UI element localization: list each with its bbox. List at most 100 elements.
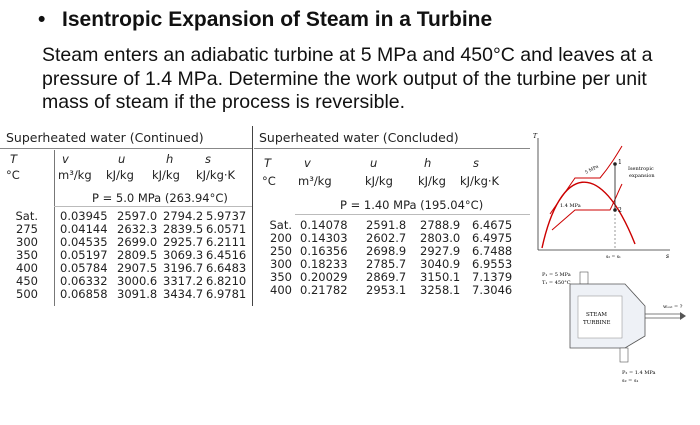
left-col-t: T [10,152,18,166]
table-cell: 3196.7 [163,261,204,275]
table-cell: 6.4675 [472,218,513,232]
table-cell: 5.9737 [206,209,247,223]
state2-point [613,208,617,212]
right-unit-s: kJ/kg·K [460,174,500,188]
table-cell: 0.20029 [300,270,348,284]
left-v-values: 0.03945 0.04144 0.04535 0.05197 0.05784 … [60,210,108,301]
left-pressure-rule [54,206,252,207]
table-cell: 300 [270,257,292,271]
table-cell: 2788.9 [420,218,461,232]
right-col-h: h [424,156,432,170]
right-s-values: 6.4675 6.4975 6.7488 6.9553 7.1379 7.304… [472,219,512,297]
table-cell: 6.6483 [206,261,247,275]
table-cell: 2698.9 [366,244,407,258]
left-temps: Sat. 275 300 350 400 450 500 [4,210,38,301]
left-unit-t: °C [6,168,20,182]
outlet-entropy-label: s₂ = s₁ [622,378,639,384]
table-cell: 3150.1 [420,270,461,284]
table-cell: 400 [16,261,38,275]
right-col-s: s [473,156,479,170]
table-divider [252,126,253,306]
table-cell: 350 [16,248,38,262]
turbine-label-2: TURBINE [583,320,611,326]
table-cell: 6.0571 [206,222,247,236]
table-cell: Sat. [269,218,292,232]
table-cell: 3000.6 [117,274,158,288]
right-v-values: 0.14078 0.14303 0.16356 0.18233 0.20029 … [300,219,348,297]
right-unit-u: kJ/kg [365,174,393,188]
turbine-diagram: T s 1 2 5 MPa 1.4 MPa s₂ = s₁ Isentropic… [533,133,686,384]
s-equal-label: s₂ = s₁ [606,255,621,260]
table-cell: 6.2111 [206,235,247,249]
left-table-header: Superheated water (Continued) [6,130,204,145]
table-cell: 350 [270,270,292,284]
table-cell: 300 [16,235,38,249]
table-cell: 6.9781 [206,287,247,301]
table-cell: 2869.7 [366,270,407,284]
table-cell: 2925.7 [163,235,204,249]
table-cell: 7.3046 [472,283,513,297]
table-cell: 3317.2 [163,274,204,288]
right-unit-h: kJ/kg [418,174,446,188]
left-col-u: u [118,152,126,166]
table-cell: 450 [16,274,38,288]
outlet-pressure-label: P₂ = 1.4 MPa [622,370,656,376]
left-u-values: 2597.0 2632.3 2699.0 2809.5 2907.5 3000.… [117,210,157,301]
table-cell: 0.06332 [60,274,108,288]
table-cell: 6.9553 [472,257,513,271]
left-header-rule [0,148,252,149]
ts-diagram: T s 1 2 5 MPa 1.4 MPa s₂ = s₁ Isentropic… [533,133,670,260]
table-cell: 2927.9 [420,244,461,258]
left-h-values: 2794.2 2839.5 2925.7 3069.3 3196.7 3317.… [163,210,203,301]
inlet-temperature-label: T₁ = 450°C [542,280,571,286]
state1-point [613,162,617,166]
right-col-u: u [370,156,378,170]
table-cell: Sat. [15,209,38,223]
expansion-note: expansion [629,173,655,179]
right-unit-v: m³/kg [298,174,332,188]
turbine-panel [577,295,623,339]
table-cell: 275 [16,222,38,236]
table-cell: 0.04144 [60,222,108,236]
inlet-pressure-label: P₁ = 5 MPa [542,272,571,278]
steam-tables: Superheated water (Continued) Superheate… [0,126,530,306]
right-col-v: v [304,156,311,170]
table-cell: 0.05197 [60,248,108,262]
table-cell: 500 [16,287,38,301]
right-temps: Sat. 200 250 300 350 400 [256,219,292,297]
outlet-pipe [619,347,629,363]
table-cell: 6.4975 [472,231,513,245]
table-cell: 3069.3 [163,248,204,262]
table-cell: 6.8210 [206,274,247,288]
saturation-dome [541,181,636,249]
isobar-high-label: 5 MPa [584,164,600,176]
left-s-values: 5.9737 6.0571 6.2111 6.4516 6.6483 6.821… [206,210,246,301]
table-cell: 7.1379 [472,270,513,284]
work-output-label: wₒᵤₜ = ? [663,304,683,310]
table-cell: 0.03945 [60,209,108,223]
table-cell: 2699.0 [117,235,158,249]
table-cell: 3091.8 [117,287,158,301]
table-cell: 0.14078 [300,218,348,232]
table-cell: 3040.9 [420,257,461,271]
inlet-pipe [579,271,589,285]
title-text: Isentropic Expansion of Steam in a Turbi… [62,8,493,31]
table-cell: 3258.1 [420,283,461,297]
right-header-rule [254,148,530,149]
table-cell: 2803.0 [420,231,461,245]
table-cell: 0.05784 [60,261,108,275]
state2-label: 2 [618,207,622,214]
table-cell: 2794.2 [163,209,204,223]
table-cell: 0.14303 [300,231,348,245]
left-column-rule [54,150,55,306]
s-axis-label: s [666,253,669,260]
t-axis-label: T [533,133,538,140]
right-pressure-label: P = 1.40 MPa (195.04°C) [340,198,484,212]
isobar-low-label: 1.4 MPa [560,203,581,209]
left-col-v: v [62,152,69,166]
table-cell: 0.04535 [60,235,108,249]
table-cell: 0.21782 [300,283,348,297]
table-cell: 0.06858 [60,287,108,301]
left-col-s: s [205,152,211,166]
right-unit-t: °C [262,174,276,188]
